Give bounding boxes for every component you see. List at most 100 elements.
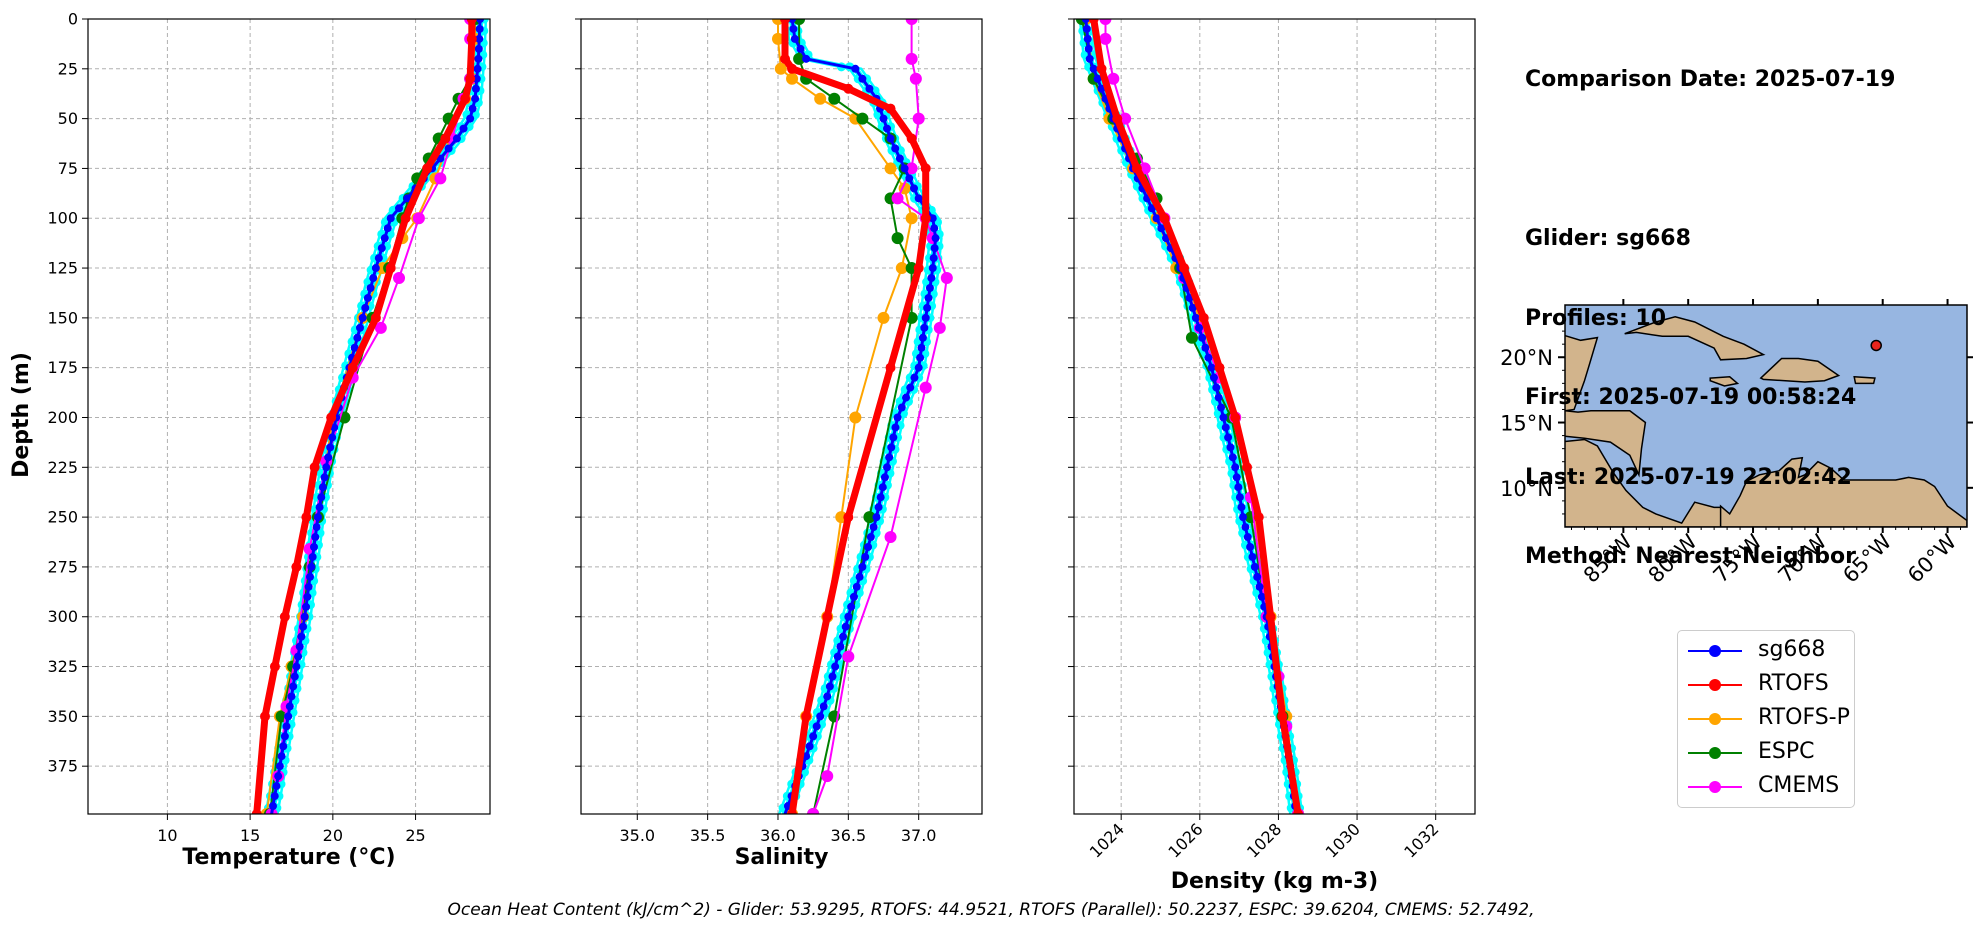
y-axis-label: Depth (m) [9,352,34,478]
series-point-sg668 [1226,443,1235,452]
series-point-espc [793,52,806,65]
legend-label: RTOFS-P [1758,705,1850,730]
series-point-sg668 [878,483,887,492]
y-tick-label: 0 [68,10,78,29]
y-tick-label: 175 [47,358,78,377]
series-point-rtofs [260,711,271,722]
series-point-sg668 [322,463,331,472]
series-point-espc [863,511,876,524]
series-point-cmems [1099,32,1112,45]
series-point-sg668 [1084,44,1093,53]
series-point-sg668 [1224,433,1233,442]
series-point-rtofs [251,809,262,814]
series-point-sg668 [350,343,359,352]
series-point-rtofs-p [771,32,784,45]
series-point-rtofs-p [877,311,890,324]
series-point-sg668 [849,592,858,601]
series-point-sg668 [371,264,380,273]
temperature-profile-axes: 10 15 20 2502550751001251501752002252502753… [47,10,491,870]
series-point-rtofs [309,462,320,473]
series-point-sg668 [358,313,367,322]
series-point-rtofs [440,133,451,144]
series-point-sg668 [282,722,291,731]
series-point-sg668 [847,602,856,611]
series-point-sg668 [444,144,453,153]
series-point-sg668 [1231,463,1240,472]
series-point-sg668 [906,383,915,392]
series-point-sg668 [930,224,939,233]
series-point-sg668 [459,124,468,133]
series-point-sg668 [1235,493,1244,502]
series-point-sg668 [472,74,481,83]
series-point-cmems [909,72,922,85]
series-point-sg668 [1093,74,1102,83]
series-point-sg668 [386,214,395,223]
series-point-sg668 [819,702,828,711]
series-point-rtofs [843,83,854,94]
series-point-sg668 [1250,562,1259,571]
y-tick-label: 150 [47,308,78,327]
series-point-sg668 [1214,393,1223,402]
series-point-rtofs [466,19,477,24]
series-point-sg668 [289,682,298,691]
series-point-rtofs [906,133,917,144]
series-point-rtofs [1253,512,1264,523]
glider-position-marker [1870,339,1882,352]
series-point-rtofs [885,103,896,114]
series-point-sg668 [905,174,914,183]
series-point-sg668 [805,742,814,751]
series-point-sg668 [272,782,281,791]
x-tick-label: 1032 [1400,819,1442,861]
series-point-sg668 [475,34,484,43]
density-profile-axes: 1024 1026 1028 1030 1032 Density (kg m-3) [1068,18,1476,894]
series-point-sg668 [879,114,888,123]
series-point-sg668 [1237,503,1246,512]
legend-marker [1709,679,1721,691]
series-point-sg668 [858,562,867,571]
series-point-sg668 [825,682,834,691]
series-point-sg668 [285,702,294,711]
series-point-sg668 [809,732,818,741]
series-point-sg668 [1248,552,1257,561]
series-point-sg668 [303,592,312,601]
series-point-rtofs [460,93,471,104]
legend-marker [1709,713,1721,725]
series-point-sg668 [306,572,315,581]
map-land-cuba [1624,316,1766,361]
series-point-sg668 [914,194,923,203]
x-axis-label: Density (kg m-3) [1171,869,1379,894]
series-point-sg668 [1257,592,1266,601]
series-point-sg668 [377,244,386,253]
series-point-rtofs [400,213,411,224]
series-point-sg668 [403,194,412,203]
series-point-rtofs [885,362,896,373]
glider-text: Glider: sg668 [1525,226,1691,251]
series-point-sg668 [866,533,875,542]
y-tick-label: 125 [47,259,78,278]
series-point-sg668 [823,692,832,701]
series-point-rtofs-p [786,72,799,85]
y-tick-label: 300 [47,607,78,626]
series-point-sg668 [918,333,927,342]
series-point-rtofs [1214,362,1225,373]
series-point-sg668 [1228,453,1237,462]
series-point-sg668 [1219,413,1228,422]
series-point-cmems [912,112,925,125]
series-point-sg668 [277,752,286,761]
series-point-rtofs-p [774,62,787,75]
series-point-cmems [940,272,953,285]
series-point-sg668 [914,363,923,372]
series-point-sg668 [315,503,324,512]
last-time-text: Last: 2025-07-19 22:02:42 [1525,464,1852,490]
series-point-cmems [434,172,447,185]
series-point-sg668 [927,274,936,283]
legend-label: CMEMS [1758,773,1840,798]
series-point-cmems [1107,72,1120,85]
series-point-sg668 [865,84,874,93]
ocean-heat-content-text: Ocean Heat Content (kJ/cm^2) - Glider: 5… [447,900,1535,920]
glider-profile-line [1078,19,1292,814]
x-tick-label: 36.5 [831,826,867,845]
series-point-sg668 [839,632,848,641]
series-point-rtofs [801,711,812,722]
series-point-sg668 [284,712,293,721]
